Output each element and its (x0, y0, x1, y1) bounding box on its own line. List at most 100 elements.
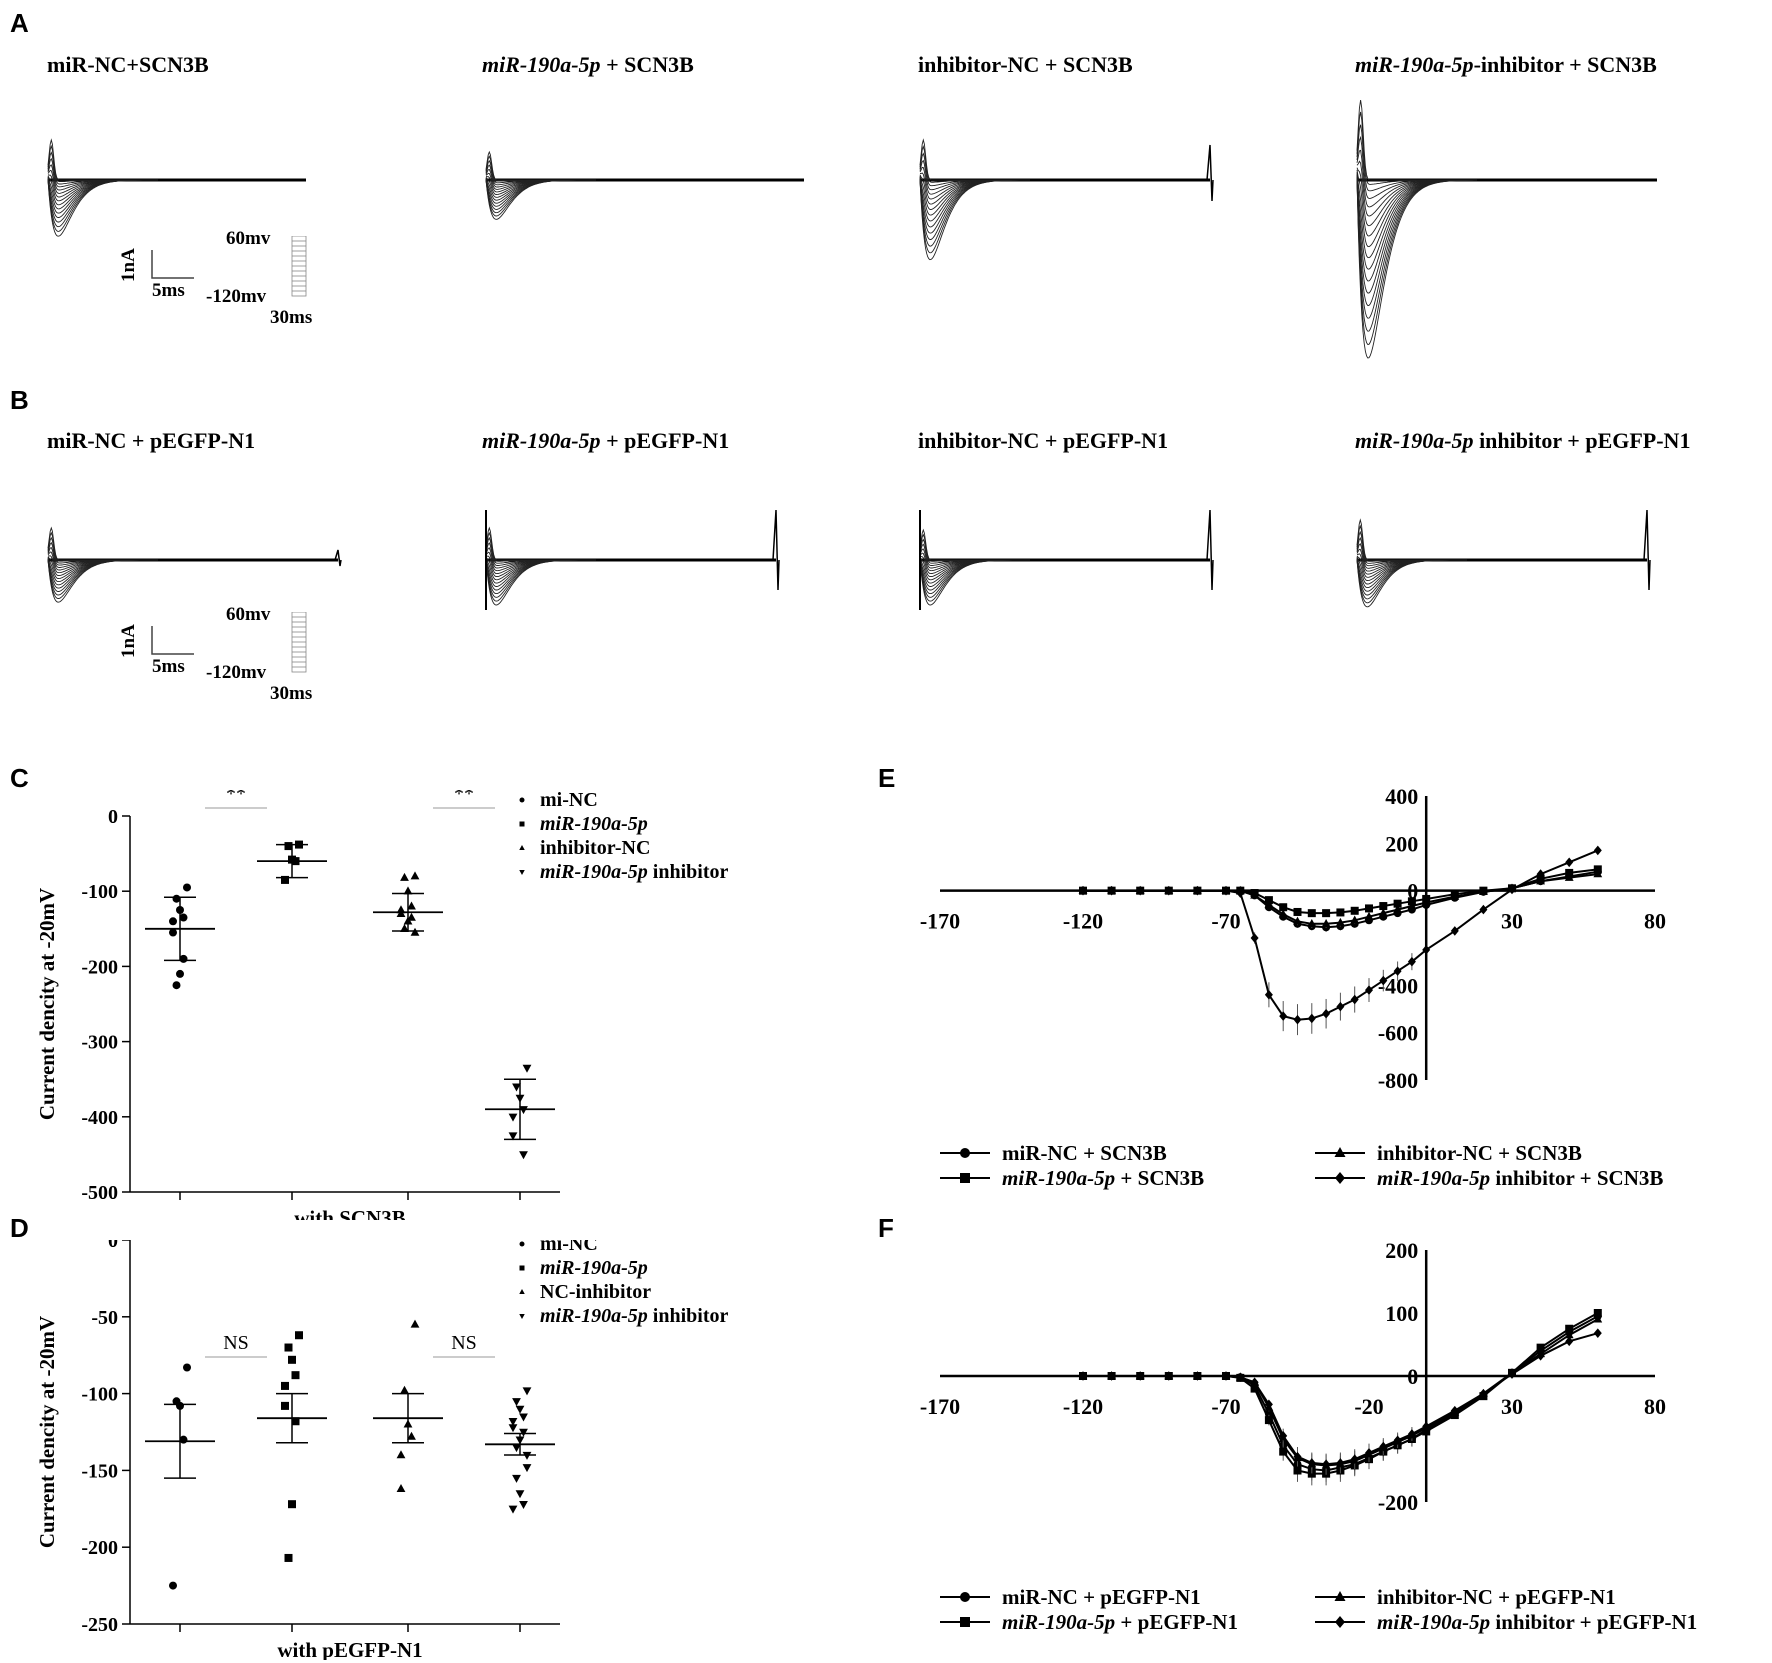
data-point (1508, 1369, 1516, 1379)
legend-label: mi-NC (540, 1240, 598, 1255)
data-point (519, 1413, 528, 1422)
current-sweep (485, 150, 596, 181)
data-point (1593, 1309, 1602, 1317)
data-point (288, 1355, 296, 1364)
data-point (1250, 889, 1259, 898)
current-sweep (919, 559, 1030, 606)
data-point (1321, 919, 1331, 927)
data-point (1307, 1013, 1316, 1024)
scale-time-a: 5ms (152, 280, 185, 301)
data-point (508, 1132, 518, 1141)
legend-marker (519, 821, 525, 827)
legend-label: miR-190a-5p inhibitor + pEGFP-N1 (1377, 1610, 1697, 1634)
current-sweep (47, 559, 158, 603)
data-point (1264, 1416, 1273, 1425)
data-point (407, 912, 416, 921)
panel-label-b: B (10, 385, 29, 415)
data-point (515, 1405, 525, 1414)
legend-marker (1335, 1616, 1345, 1628)
data-point (522, 1464, 532, 1473)
data-point (1079, 1371, 1087, 1381)
legend-label: inhibitor-NC (540, 837, 650, 859)
scatter-chart-d: 0 -50 -100 -150 -200 -250 with pEGFP-N1 Current… (35, 1240, 728, 1660)
trace-b2 (485, 509, 780, 610)
legend-marker (1334, 1591, 1346, 1601)
capacitive-spike (1206, 509, 1214, 591)
data-point (410, 1319, 420, 1328)
legend-marker (519, 1314, 525, 1319)
data-point (1565, 1336, 1574, 1347)
y-tick-label: -50 (91, 1307, 118, 1329)
data-point (179, 913, 188, 922)
series-line (1083, 849, 1599, 1021)
legend-marker (960, 1173, 970, 1183)
current-sweep (47, 559, 158, 596)
scale-time-b: 5ms (152, 656, 185, 677)
legend-label: miR-190a-5p inhibitor (540, 861, 728, 883)
current-sweep (1356, 524, 1467, 562)
x-axis-label: with pEGFP-N1 (277, 1638, 422, 1660)
current-sweep (1356, 179, 1477, 332)
data-point (1393, 966, 1402, 976)
current-sweep (1356, 100, 1477, 181)
data-point (407, 901, 416, 910)
data-point (1164, 1371, 1173, 1381)
data-point (1236, 1372, 1245, 1383)
y-tick-label: -100 (81, 1384, 118, 1406)
legend-label: miR-NC + pEGFP-N1 (1002, 1585, 1201, 1609)
current-sweep (919, 179, 1030, 261)
y-tick-label: -800 (1378, 1068, 1418, 1093)
current-sweep (485, 155, 596, 182)
legend-marker (1334, 1147, 1346, 1157)
data-point (508, 1418, 518, 1427)
data-point (1422, 1427, 1431, 1436)
current-sweep (485, 526, 596, 561)
data-point (512, 1398, 521, 1407)
legend-marker (519, 1289, 525, 1294)
y-tick-label: -250 (81, 1614, 118, 1636)
current-sweep (1356, 543, 1467, 569)
legend-marker (519, 1265, 525, 1271)
y-tick-label: 200 (1385, 1238, 1418, 1263)
legend-marker (519, 845, 525, 850)
data-point (1278, 909, 1288, 918)
data-point (183, 883, 191, 892)
capacitive-spike (1206, 144, 1214, 202)
x-tick-label: -170 (920, 1394, 960, 1419)
data-point (1322, 909, 1331, 918)
data-point (1193, 1371, 1202, 1381)
data-point (1379, 902, 1388, 911)
legend-label: miR-190a-5p + SCN3B (1002, 1166, 1204, 1190)
legend-label: miR-190a-5p (540, 1257, 648, 1279)
data-point (1293, 1451, 1302, 1462)
legend-label: miR-190a-5p (540, 813, 648, 835)
data-point (1365, 904, 1373, 913)
current-sweep (485, 179, 596, 220)
current-sweep (485, 559, 596, 598)
data-point (1264, 1399, 1273, 1410)
data-point (400, 1385, 409, 1394)
trace-b1 (47, 526, 342, 603)
y-tick-label: 200 (1385, 831, 1418, 856)
scale-bar-b (151, 626, 194, 655)
x-tick-label: -70 (1211, 909, 1240, 934)
data-point (1307, 1469, 1316, 1478)
x-tick-label: -120 (1063, 1394, 1103, 1419)
x-tick-label: 80 (1644, 909, 1666, 934)
legend-marker (960, 1148, 970, 1158)
legend-label: NC-inhibitor (540, 1281, 651, 1303)
data-point (1336, 1001, 1345, 1012)
scale-vbottom-a: -120mv (206, 286, 267, 307)
data-point (1479, 886, 1488, 895)
panel-label-f: F (878, 1213, 894, 1243)
legend-marker (519, 1241, 525, 1247)
data-point (508, 1505, 518, 1514)
trace-title-b1: miR-NC + pEGFP-N1 (47, 428, 256, 453)
current-sweep (1356, 553, 1467, 575)
data-point (512, 1444, 521, 1453)
data-point (1593, 865, 1602, 874)
data-point (522, 1451, 532, 1460)
panel-label-d: D (10, 1213, 29, 1243)
y-tick-label: -200 (81, 956, 118, 978)
data-point (1322, 1008, 1331, 1019)
